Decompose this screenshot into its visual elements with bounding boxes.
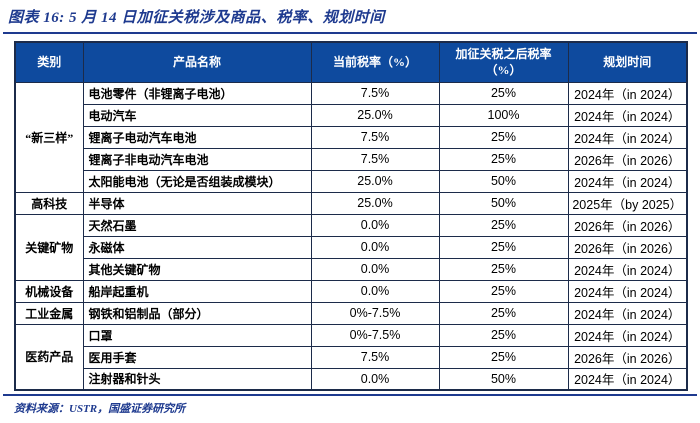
planned-time-cell: 2024年（in 2024） bbox=[567, 103, 688, 127]
planned-time-cell: 2026年（in 2026） bbox=[567, 235, 688, 259]
current-rate-cell: 0%-7.5% bbox=[310, 323, 440, 347]
product-cell: 永磁体 bbox=[82, 235, 312, 259]
planned-time-cell: 2024年（in 2024） bbox=[567, 169, 688, 193]
after-rate-cell: 25% bbox=[438, 323, 569, 347]
current-rate-cell: 0.0% bbox=[310, 257, 440, 281]
current-rate-cell: 0.0% bbox=[310, 367, 440, 391]
planned-time-cell: 2024年（in 2024） bbox=[567, 81, 688, 105]
current-rate-cell: 7.5% bbox=[310, 125, 440, 149]
current-rate-cell: 25.0% bbox=[310, 103, 440, 127]
after-rate-cell: 50% bbox=[438, 191, 569, 215]
current-rate-cell: 25.0% bbox=[310, 191, 440, 215]
after-rate-cell: 25% bbox=[438, 235, 569, 259]
table-row: 其他关键矿物 0.0% 25% 2024年（in 2024） bbox=[15, 257, 688, 281]
product-cell: 口罩 bbox=[82, 323, 312, 347]
product-cell: 医用手套 bbox=[82, 345, 312, 369]
table-row: “新三样” 电池零件（非锂离子电池） 7.5% 25% 2024年（in 2024） bbox=[14, 81, 688, 193]
after-rate-cell: 50% bbox=[438, 169, 569, 193]
category-cell: 高科技 bbox=[14, 191, 84, 215]
category-cell: 关键矿物 bbox=[14, 213, 84, 281]
after-rate-cell: 50% bbox=[438, 367, 569, 391]
current-rate-cell: 0.0% bbox=[310, 213, 440, 237]
planned-time-cell: 2024年（in 2024） bbox=[567, 125, 688, 149]
planned-time-cell: 2024年（in 2024） bbox=[567, 279, 688, 303]
after-rate-cell: 25% bbox=[438, 81, 569, 105]
footer-divider bbox=[3, 394, 697, 396]
table-row: 电动汽车 25.0% 100% 2024年（in 2024） bbox=[15, 103, 688, 127]
planned-time-cell: 2025年（by 2025） bbox=[567, 191, 688, 215]
current-rate-cell: 7.5% bbox=[310, 81, 440, 105]
product-cell: 钢铁和铝制品（部分） bbox=[82, 301, 312, 325]
planned-time-cell: 2026年（in 2026） bbox=[567, 345, 688, 369]
table-row: 锂离子电动汽车电池 7.5% 25% 2024年（in 2024） bbox=[15, 125, 688, 149]
tariff-table-body: “新三样” 电池零件（非锂离子电池） 7.5% 25% 2024年（in 2024） 电动… bbox=[14, 81, 688, 391]
table-row: 工业金属 钢铁和铝制品（部分） 0%-7.5% 25% 2024年（in 2024） bbox=[14, 301, 688, 325]
planned-time-cell: 2026年（in 2026） bbox=[567, 213, 688, 237]
current-rate-cell: 7.5% bbox=[310, 345, 440, 369]
after-rate-cell: 25% bbox=[438, 301, 569, 325]
header-planned-time: 规划时间 bbox=[567, 41, 688, 83]
product-cell: 注射器和针头 bbox=[82, 367, 312, 391]
category-cell: 机械设备 bbox=[14, 279, 84, 303]
table-row: 关键矿物 天然石墨 0.0% 25% 2026年（in 2026） bbox=[14, 213, 688, 281]
after-rate-cell: 25% bbox=[438, 345, 569, 369]
product-cell: 其他关键矿物 bbox=[82, 257, 312, 281]
table-row: 医用手套 7.5% 25% 2026年（in 2026） bbox=[15, 345, 688, 369]
header-after-rate: 加征关税之后税率（%） bbox=[438, 41, 569, 83]
after-rate-cell: 25% bbox=[438, 279, 569, 303]
product-cell: 锂离子电动汽车电池 bbox=[82, 125, 312, 149]
table-row: 高科技 半导体 25.0% 50% 2025年（by 2025） bbox=[14, 191, 688, 215]
table-row: 锂离子非电动汽车电池 7.5% 25% 2026年（in 2026） bbox=[15, 147, 688, 171]
category-cell: 医药产品 bbox=[14, 323, 84, 391]
report-exhibit: 图表 16: 5 月 14 日加征关税涉及商品、税率、规划时间 类别 产品名称 … bbox=[0, 6, 700, 423]
planned-time-cell: 2026年（in 2026） bbox=[567, 147, 688, 171]
after-rate-cell: 100% bbox=[438, 103, 569, 127]
product-cell: 电池零件（非锂离子电池） bbox=[82, 81, 312, 105]
category-cell: 工业金属 bbox=[14, 301, 84, 325]
product-cell: 锂离子非电动汽车电池 bbox=[82, 147, 312, 171]
planned-time-cell: 2024年（in 2024） bbox=[567, 257, 688, 281]
after-rate-cell: 25% bbox=[438, 257, 569, 281]
product-cell: 船岸起重机 bbox=[82, 279, 312, 303]
planned-time-cell: 2024年（in 2024） bbox=[567, 323, 688, 347]
header-category: 类别 bbox=[14, 41, 84, 83]
table-row: 太阳能电池（无论是否组装成模块） 25.0% 50% 2024年（in 2024） bbox=[15, 169, 688, 193]
planned-time-cell: 2024年（in 2024） bbox=[567, 301, 688, 325]
product-cell: 电动汽车 bbox=[82, 103, 312, 127]
figure-title: 图表 16: 5 月 14 日加征关税涉及商品、税率、规划时间 bbox=[8, 10, 385, 26]
table-row: 永磁体 0.0% 25% 2026年（in 2026） bbox=[15, 235, 688, 259]
table-row: 医药产品 口罩 0%-7.5% 25% 2024年（in 2024） bbox=[14, 323, 688, 391]
current-rate-cell: 0%-7.5% bbox=[310, 301, 440, 325]
tariff-table: 类别 产品名称 当前税率（%） 加征关税之后税率（%） 规划时间 “新三样” 电池… bbox=[14, 41, 688, 391]
header-product-name: 产品名称 bbox=[82, 41, 312, 83]
table-header-row: 类别 产品名称 当前税率（%） 加征关税之后税率（%） 规划时间 bbox=[14, 41, 688, 83]
current-rate-cell: 0.0% bbox=[310, 279, 440, 303]
current-rate-cell: 0.0% bbox=[310, 235, 440, 259]
product-cell: 天然石墨 bbox=[82, 213, 312, 237]
after-rate-cell: 25% bbox=[438, 213, 569, 237]
title-divider bbox=[3, 32, 697, 34]
table-row: 注射器和针头 0.0% 50% 2024年（in 2024） bbox=[15, 367, 688, 391]
after-rate-cell: 25% bbox=[438, 147, 569, 171]
product-cell: 太阳能电池（无论是否组装成模块） bbox=[82, 169, 312, 193]
table-row: 机械设备 船岸起重机 0.0% 25% 2024年（in 2024） bbox=[14, 279, 688, 303]
category-cell: “新三样” bbox=[14, 81, 84, 193]
header-current-rate: 当前税率（%） bbox=[310, 41, 440, 83]
product-cell: 半导体 bbox=[82, 191, 312, 215]
current-rate-cell: 7.5% bbox=[310, 147, 440, 171]
current-rate-cell: 25.0% bbox=[310, 169, 440, 193]
after-rate-cell: 25% bbox=[438, 125, 569, 149]
source-note: 资料来源：USTR，国盛证券研究所 bbox=[14, 403, 186, 415]
planned-time-cell: 2024年（in 2024） bbox=[567, 367, 688, 391]
